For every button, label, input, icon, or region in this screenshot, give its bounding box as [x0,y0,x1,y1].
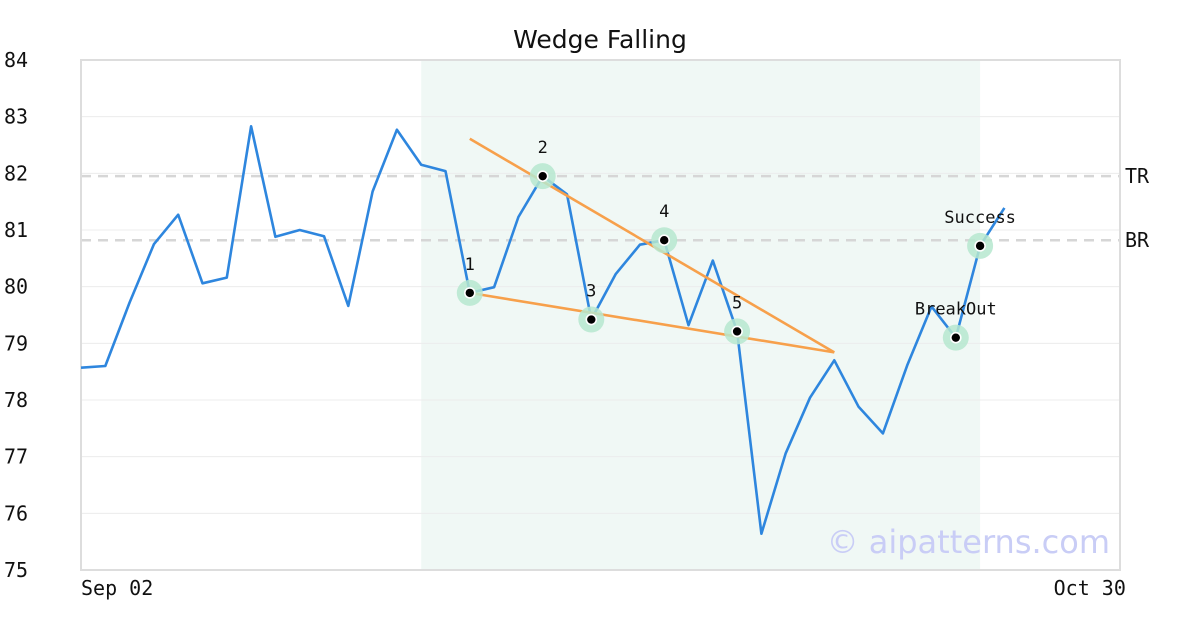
point-label: 2 [538,138,548,158]
point-label: 3 [586,282,596,302]
y-tick-label: 79 [4,331,28,355]
y-tick-label: 76 [4,501,28,525]
y-tick-label: 81 [4,218,28,242]
point-label: 5 [732,293,742,313]
y-tick-label: 77 [4,445,28,469]
y-tick-label: 84 [4,48,28,72]
point-marker [974,240,986,252]
pattern-points: 1 2 3 4 5 BreakOut Success [456,138,1016,351]
y-tick-label: 83 [4,105,28,129]
point-marker [731,325,743,338]
watermark: © aipatterns.com [827,523,1110,561]
x-tick-label: Sep 02 [81,576,153,600]
point-marker [536,170,549,182]
point-label: 4 [659,202,669,222]
point-marker [949,331,962,344]
point-marker [463,287,476,299]
chart-title: Wedge Falling [513,25,687,54]
point-marker [585,313,598,326]
x-axis: Sep 02 Oct 30 [81,576,1126,600]
point-marker [658,234,671,246]
reference-label: BR [1125,228,1150,252]
y-axis: 75 76 77 78 79 80 81 82 83 84 [4,48,28,582]
point-label: BreakOut [915,300,997,320]
y-tick-label: 78 [4,388,28,412]
pattern-highlight-band [421,60,981,570]
gridlines [81,116,1120,514]
reference-label: TR [1125,164,1150,188]
point-label: Success [944,208,1016,228]
plot-frame [80,59,1121,571]
y-tick-label: 80 [4,275,28,299]
trendline [469,291,835,354]
reference-lines: TR BR [81,164,1150,252]
x-tick-label: Oct 30 [1054,576,1126,600]
y-tick-label: 75 [4,558,28,582]
y-tick-label: 82 [4,161,28,185]
point-label: 1 [465,255,475,275]
